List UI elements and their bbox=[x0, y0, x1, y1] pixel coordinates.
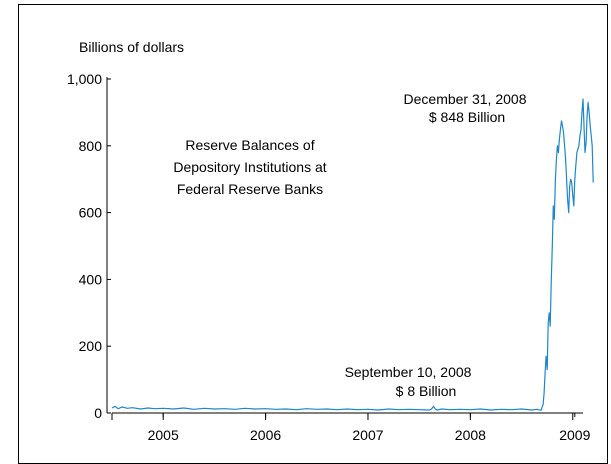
chart-title-line-3: Federal Reserve Banks bbox=[177, 181, 323, 197]
annotation-low-date: September 10, 2008 bbox=[345, 364, 472, 380]
series-line bbox=[111, 98, 594, 411]
annotation-low-value: $ 8 Billion bbox=[396, 383, 457, 399]
y-tick-label: 0 bbox=[94, 405, 102, 421]
y-tick-label: 200 bbox=[79, 338, 103, 354]
x-ticks: 2005 2006 2007 2008 2009 bbox=[111, 413, 591, 443]
series-layer bbox=[111, 98, 594, 411]
y-tick-label: 400 bbox=[79, 271, 103, 287]
x-tick-label: 2006 bbox=[250, 427, 281, 443]
y-tick-label: 1,000 bbox=[67, 71, 102, 87]
x-tick-label: 2009 bbox=[559, 427, 590, 443]
y-tick-label: 600 bbox=[79, 205, 103, 221]
annotation-peak-date: December 31, 2008 bbox=[404, 91, 527, 107]
y-tick-label: 800 bbox=[79, 138, 103, 154]
y-ticks: 0 200 400 600 800 1,000 bbox=[67, 71, 111, 421]
reserve-balances-chart: Billions of dollars Reserve Balances of … bbox=[67, 39, 594, 443]
chart-title-line-2: Depository Institutions at bbox=[173, 159, 326, 175]
x-tick-label: 2005 bbox=[148, 427, 179, 443]
x-tick-label: 2007 bbox=[352, 427, 383, 443]
chart-frame bbox=[18, 4, 608, 464]
chart-title-line-1: Reserve Balances of bbox=[185, 137, 314, 153]
y-axis-label: Billions of dollars bbox=[79, 39, 184, 55]
x-tick-label: 2008 bbox=[455, 427, 486, 443]
annotation-peak-value: $ 848 Billion bbox=[429, 109, 505, 125]
